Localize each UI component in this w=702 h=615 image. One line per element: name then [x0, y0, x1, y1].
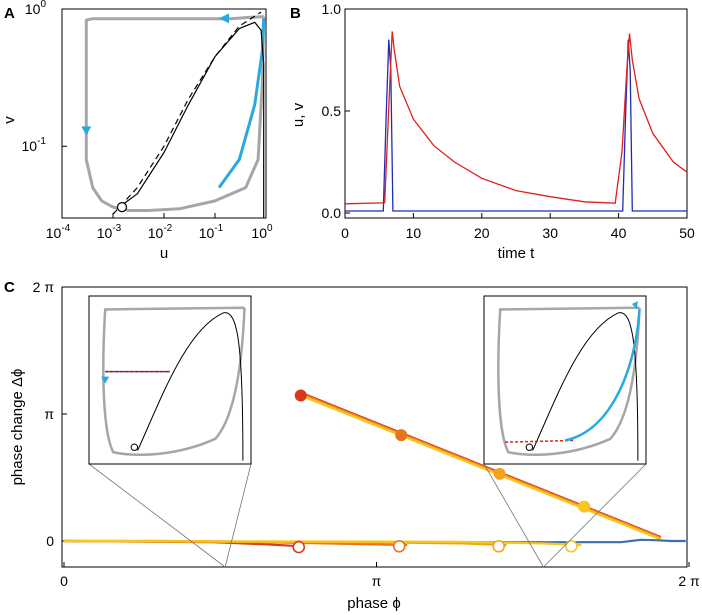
c-inset-0-connector-left: [88, 463, 226, 568]
panel-a-xlabel: u: [160, 245, 168, 262]
panel-c-phase-response: 0 π 2 π 0 π 2 π phase ϕ phase change Δϕ: [9, 279, 700, 612]
c-open-marker-2: [492, 539, 505, 553]
c-ytick-label-0: 0: [46, 533, 54, 549]
c-xtick-label-1: π: [372, 573, 382, 589]
panel-a-phase-plane: 10-4 10-3 10-2 10-1 100 10-1 100 u v: [1, 0, 273, 262]
a-xtick-label-4: 100: [251, 223, 273, 241]
c-open-marker-1: [392, 539, 406, 553]
b-xtick-label-3: 30: [542, 225, 558, 241]
a-fixed-point: [116, 202, 128, 213]
c-xtick-label-0: 0: [60, 573, 68, 589]
panel-c-xlabel: phase ϕ: [347, 595, 400, 612]
a-xtick-label-1: 10-3: [97, 223, 122, 241]
a-arrow-left: [81, 126, 92, 136]
b-ytick-label-0: 0.0: [322, 205, 342, 221]
c-open-marker-3: [565, 539, 578, 553]
c-inset-1-connector-left: [483, 463, 544, 568]
c-filled-marker-2: [493, 467, 506, 480]
c-inset-0-fixed-point: [130, 443, 139, 451]
c-inset-1-arrow: [631, 301, 638, 310]
panel-label-c: C: [4, 279, 15, 296]
c-xtick-label-2: 2 π: [678, 573, 700, 589]
b-xtick-label-4: 40: [611, 225, 627, 241]
c-inset-0-nullcline: [137, 312, 244, 461]
c-filled-marker-3: [578, 500, 591, 513]
a-xtick-label-3: 10-1: [199, 223, 224, 241]
c-line-advance-4: [302, 395, 662, 541]
a-series-limit-cycle: [84, 15, 266, 212]
c-inset-1-nullcline: [532, 312, 639, 461]
b-series-v: [344, 31, 688, 205]
c-inset-1-cycle: [497, 306, 641, 456]
a-series-v-nullcline: [112, 11, 262, 215]
c-inset-0-connector-right: [224, 463, 252, 568]
b-xtick-label-2: 20: [474, 225, 490, 241]
b-ytick-label-2: 1.0: [322, 1, 342, 17]
c-inset-0-arrow: [101, 376, 110, 384]
b-xtick-label-5: 50: [679, 225, 695, 241]
b-xtick-label-0: 0: [341, 225, 349, 241]
panel-c-ylabel: phase change Δϕ: [9, 369, 26, 486]
a-arrow-top: [219, 13, 230, 24]
c-filled-marker-0: [294, 389, 307, 402]
panel-b-ylabel: u, v: [290, 102, 307, 127]
panel-b-frame: [344, 8, 688, 219]
c-inset-1-connector-right: [543, 463, 647, 568]
c-inset-1-cycle-highlight: [564, 309, 641, 442]
c-filled-marker-1: [395, 429, 408, 442]
c-inset-0-cycle: [102, 306, 246, 456]
c-open-marker-0: [292, 540, 306, 554]
c-ytick-label-1: π: [44, 406, 54, 422]
panel-c-frame: [61, 286, 688, 568]
panel-b-xlabel: time t: [498, 245, 536, 262]
c-inset-1-kick-red: [505, 439, 574, 443]
a-ytick-label-1: 100: [25, 0, 47, 17]
a-ytick-label-0: 10-1: [22, 136, 47, 154]
a-xtick-label-0: 10-4: [46, 223, 71, 241]
panel-label-b: B: [290, 5, 301, 22]
b-ytick-label-1: 0.5: [322, 103, 342, 119]
panel-b-time-course: 0 10 20 30 40 50 0.0 0.5 1.0 time t u, v: [290, 1, 695, 262]
a-series-perturbed-segment: [217, 18, 266, 189]
b-xtick-label-1: 10: [406, 225, 422, 241]
c-ytick-label-2: 2 π: [33, 279, 55, 295]
panel-label-a: A: [4, 5, 15, 22]
a-series-u-nullcline: [116, 21, 265, 218]
b-series-u: [345, 39, 687, 212]
a-xtick-label-2: 10-2: [148, 223, 173, 241]
c-inset-1-fixed-point: [525, 443, 534, 451]
panel-a-ylabel: v: [1, 116, 18, 124]
